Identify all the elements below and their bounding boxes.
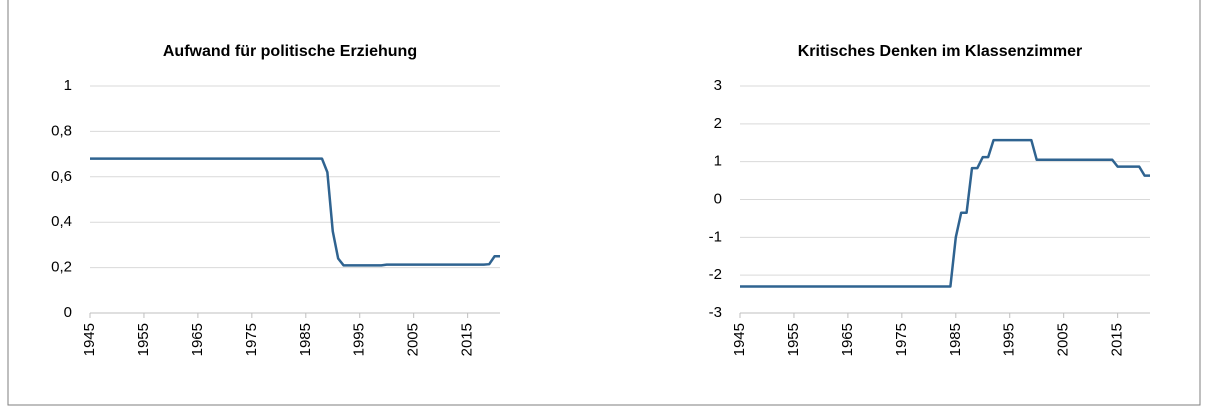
x-tick-label: 1985: [947, 323, 964, 356]
x-tick-label: 1955: [785, 323, 802, 356]
y-tick-label: 3: [714, 77, 722, 94]
x-tick-label: 1945: [731, 323, 748, 356]
x-tick-label: 2015: [1109, 323, 1126, 356]
x-tick-label: 1975: [243, 323, 260, 356]
data-line: [740, 138, 1150, 288]
y-tick-label: 1: [64, 77, 72, 94]
y-tick-label: 0,8: [51, 122, 72, 139]
y-tick-label: -3: [709, 304, 722, 321]
data-line: [90, 157, 500, 267]
x-tick-label: 1955: [135, 323, 152, 356]
y-tick-label: 0: [64, 304, 72, 321]
chart-title: Kritisches Denken im Klassenzimmer: [798, 43, 1083, 60]
x-tick-label: 1995: [1001, 323, 1018, 356]
y-tick-label: -1: [709, 228, 722, 245]
x-tick-label: 2005: [405, 323, 422, 356]
x-tick-label: 1945: [81, 323, 98, 356]
x-tick-label: 1975: [893, 323, 910, 356]
x-tick-label: 2005: [1055, 323, 1072, 356]
x-tick-label: 1995: [351, 323, 368, 356]
y-tick-label: 0: [714, 190, 722, 207]
y-tick-label: 0,6: [51, 168, 72, 185]
chart-title: Aufwand für politische Erziehung: [163, 43, 417, 60]
y-tick-label: 0,4: [51, 213, 72, 230]
y-tick-label: 0,2: [51, 259, 72, 276]
y-tick-label: 1: [714, 153, 722, 170]
x-tick-label: 2015: [459, 323, 476, 356]
x-tick-label: 1965: [839, 323, 856, 356]
y-tick-label: 2: [714, 115, 722, 132]
frame: [7, 0, 1201, 406]
x-tick-label: 1965: [189, 323, 206, 356]
y-tick-label: -2: [709, 266, 722, 283]
x-tick-label: 1985: [297, 323, 314, 356]
